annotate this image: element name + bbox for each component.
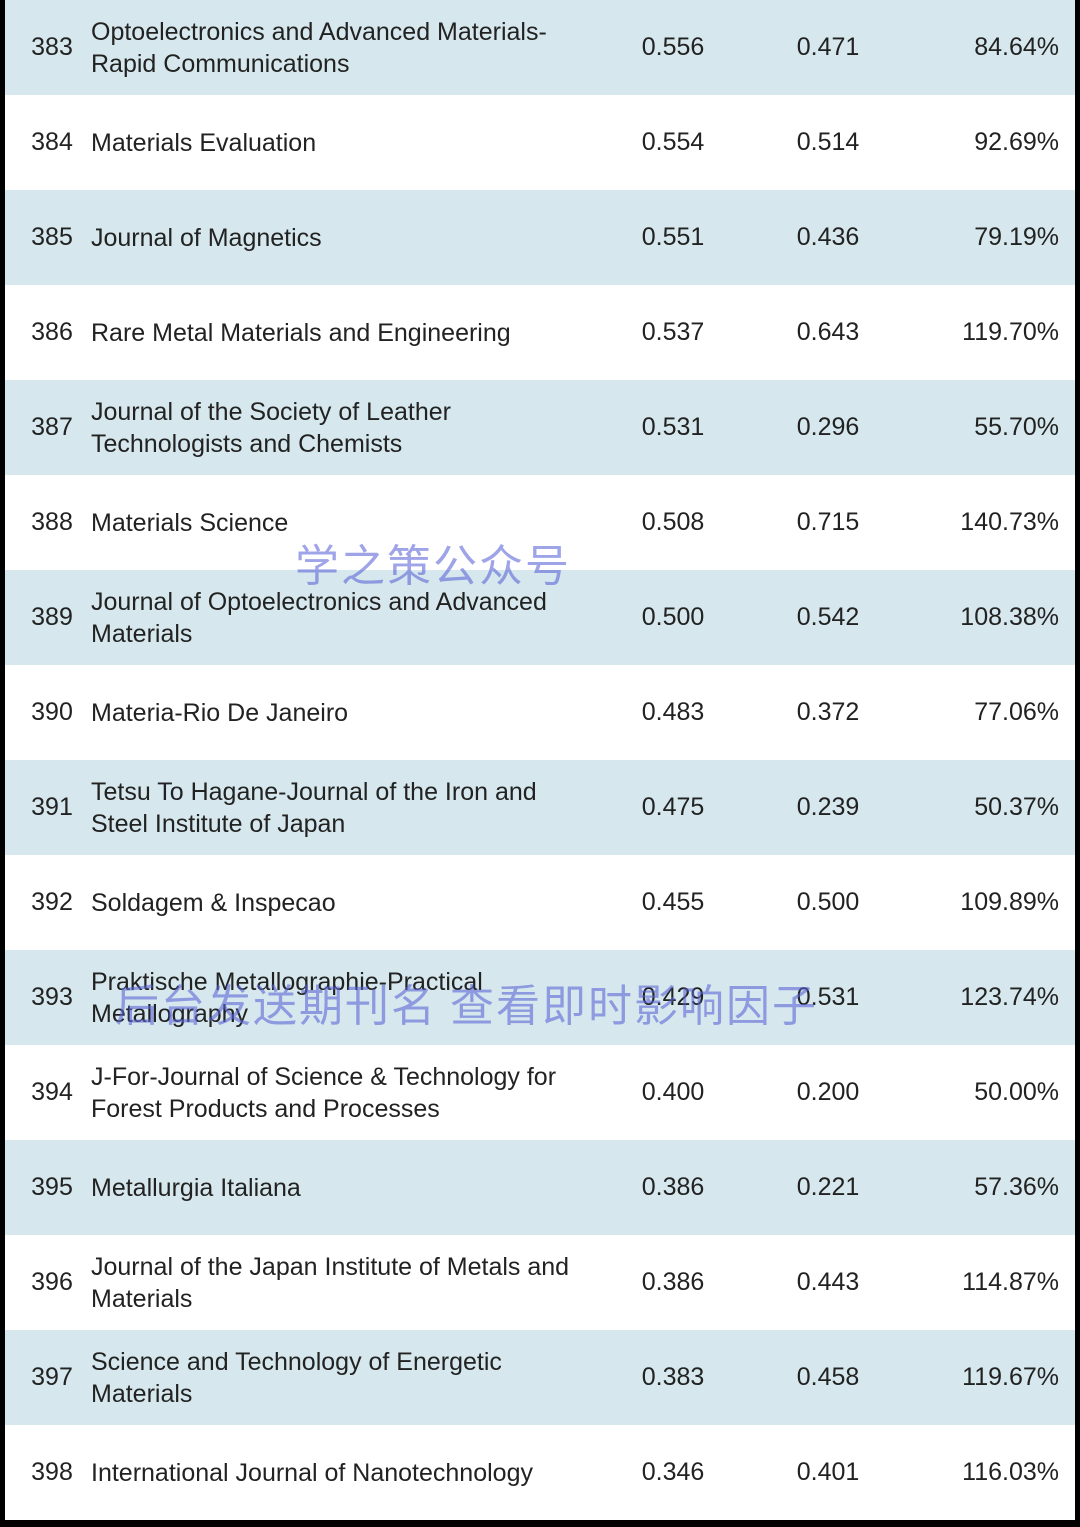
cell-value2: 0.643 bbox=[753, 318, 903, 347]
cell-value2: 0.500 bbox=[753, 888, 903, 917]
cell-percent: 79.19% bbox=[903, 223, 1063, 252]
cell-name: J-For-Journal of Science & Technology fo… bbox=[81, 1061, 593, 1125]
cell-value2: 0.200 bbox=[753, 1078, 903, 1107]
cell-name: Journal of the Japan Institute of Metals… bbox=[81, 1251, 593, 1315]
cell-value2: 0.531 bbox=[753, 983, 903, 1012]
table-row: 394 J-For-Journal of Science & Technolog… bbox=[5, 1045, 1075, 1140]
cell-name: Journal of the Society of Leather Techno… bbox=[81, 396, 593, 460]
cell-percent: 114.87% bbox=[903, 1268, 1063, 1297]
cell-value2: 0.372 bbox=[753, 698, 903, 727]
table-row: 390 Materia-Rio De Janeiro 0.483 0.372 7… bbox=[5, 665, 1075, 760]
cell-index: 386 bbox=[23, 318, 81, 347]
cell-value1: 0.531 bbox=[593, 413, 753, 442]
cell-value1: 0.475 bbox=[593, 793, 753, 822]
cell-name: Metallurgia Italiana bbox=[81, 1172, 593, 1204]
table-row: 391 Tetsu To Hagane-Journal of the Iron … bbox=[5, 760, 1075, 855]
table-row: 397 Science and Technology of Energetic … bbox=[5, 1330, 1075, 1425]
cell-value1: 0.386 bbox=[593, 1173, 753, 1202]
cell-index: 385 bbox=[23, 223, 81, 252]
cell-value1: 0.400 bbox=[593, 1078, 753, 1107]
cell-index: 384 bbox=[23, 128, 81, 157]
cell-value2: 0.443 bbox=[753, 1268, 903, 1297]
cell-percent: 50.00% bbox=[903, 1078, 1063, 1107]
cell-value2: 0.401 bbox=[753, 1458, 903, 1487]
cell-percent: 116.03% bbox=[903, 1458, 1063, 1487]
cell-value1: 0.429 bbox=[593, 983, 753, 1012]
cell-index: 389 bbox=[23, 603, 81, 632]
cell-name: Materials Evaluation bbox=[81, 127, 593, 159]
cell-index: 387 bbox=[23, 413, 81, 442]
cell-percent: 57.36% bbox=[903, 1173, 1063, 1202]
cell-value2: 0.471 bbox=[753, 33, 903, 62]
cell-name: Materials Science bbox=[81, 507, 593, 539]
cell-value1: 0.346 bbox=[593, 1458, 753, 1487]
table-row: 388 Materials Science 0.508 0.715 140.73… bbox=[5, 475, 1075, 570]
cell-percent: 109.89% bbox=[903, 888, 1063, 917]
cell-value1: 0.556 bbox=[593, 33, 753, 62]
cell-percent: 92.69% bbox=[903, 128, 1063, 157]
table-row: 384 Materials Evaluation 0.554 0.514 92.… bbox=[5, 95, 1075, 190]
cell-percent: 77.06% bbox=[903, 698, 1063, 727]
cell-index: 397 bbox=[23, 1363, 81, 1392]
cell-percent: 123.74% bbox=[903, 983, 1063, 1012]
table-row: 389 Journal of Optoelectronics and Advan… bbox=[5, 570, 1075, 665]
cell-percent: 119.70% bbox=[903, 318, 1063, 347]
cell-index: 398 bbox=[23, 1458, 81, 1487]
cell-index: 395 bbox=[23, 1173, 81, 1202]
cell-value1: 0.383 bbox=[593, 1363, 753, 1392]
cell-index: 391 bbox=[23, 793, 81, 822]
table-row: 393 Praktische Metallographie-Practical … bbox=[5, 950, 1075, 1045]
cell-percent: 84.64% bbox=[903, 33, 1063, 62]
cell-name: Optoelectronics and Advanced Materials-R… bbox=[81, 16, 593, 80]
cell-name: Journal of Magnetics bbox=[81, 222, 593, 254]
table-row: 395 Metallurgia Italiana 0.386 0.221 57.… bbox=[5, 1140, 1075, 1235]
cell-percent: 50.37% bbox=[903, 793, 1063, 822]
cell-value2: 0.221 bbox=[753, 1173, 903, 1202]
cell-value1: 0.508 bbox=[593, 508, 753, 537]
cell-value1: 0.455 bbox=[593, 888, 753, 917]
cell-value1: 0.500 bbox=[593, 603, 753, 632]
cell-value2: 0.542 bbox=[753, 603, 903, 632]
cell-index: 396 bbox=[23, 1268, 81, 1297]
cell-name: Journal of Optoelectronics and Advanced … bbox=[81, 586, 593, 650]
table-row: 387 Journal of the Society of Leather Te… bbox=[5, 380, 1075, 475]
table-row: 386 Rare Metal Materials and Engineering… bbox=[5, 285, 1075, 380]
cell-name: Materia-Rio De Janeiro bbox=[81, 697, 593, 729]
cell-index: 394 bbox=[23, 1078, 81, 1107]
cell-value1: 0.537 bbox=[593, 318, 753, 347]
cell-value1: 0.554 bbox=[593, 128, 753, 157]
cell-percent: 55.70% bbox=[903, 413, 1063, 442]
cell-value2: 0.436 bbox=[753, 223, 903, 252]
cell-name: Rare Metal Materials and Engineering bbox=[81, 317, 593, 349]
cell-name: Tetsu To Hagane-Journal of the Iron and … bbox=[81, 776, 593, 840]
table-row: 383 Optoelectronics and Advanced Materia… bbox=[5, 0, 1075, 95]
cell-index: 388 bbox=[23, 508, 81, 537]
cell-index: 393 bbox=[23, 983, 81, 1012]
cell-value2: 0.514 bbox=[753, 128, 903, 157]
table-row: 396 Journal of the Japan Institute of Me… bbox=[5, 1235, 1075, 1330]
cell-percent: 119.67% bbox=[903, 1363, 1063, 1392]
cell-name: Science and Technology of Energetic Mate… bbox=[81, 1346, 593, 1410]
cell-name: Soldagem & Inspecao bbox=[81, 887, 593, 919]
cell-value1: 0.551 bbox=[593, 223, 753, 252]
table-row: 385 Journal of Magnetics 0.551 0.436 79.… bbox=[5, 190, 1075, 285]
journal-table: 383 Optoelectronics and Advanced Materia… bbox=[0, 0, 1080, 1520]
cell-index: 392 bbox=[23, 888, 81, 917]
cell-index: 390 bbox=[23, 698, 81, 727]
cell-index: 383 bbox=[23, 33, 81, 62]
table-row: 392 Soldagem & Inspecao 0.455 0.500 109.… bbox=[5, 855, 1075, 950]
cell-value2: 0.239 bbox=[753, 793, 903, 822]
cell-name: Praktische Metallographie-Practical Meta… bbox=[81, 966, 593, 1030]
cell-value1: 0.386 bbox=[593, 1268, 753, 1297]
cell-value1: 0.483 bbox=[593, 698, 753, 727]
cell-percent: 140.73% bbox=[903, 508, 1063, 537]
cell-value2: 0.458 bbox=[753, 1363, 903, 1392]
cell-value2: 0.715 bbox=[753, 508, 903, 537]
cell-value2: 0.296 bbox=[753, 413, 903, 442]
cell-percent: 108.38% bbox=[903, 603, 1063, 632]
cell-name: International Journal of Nanotechnology bbox=[81, 1457, 593, 1489]
table-row: 398 International Journal of Nanotechnol… bbox=[5, 1425, 1075, 1520]
